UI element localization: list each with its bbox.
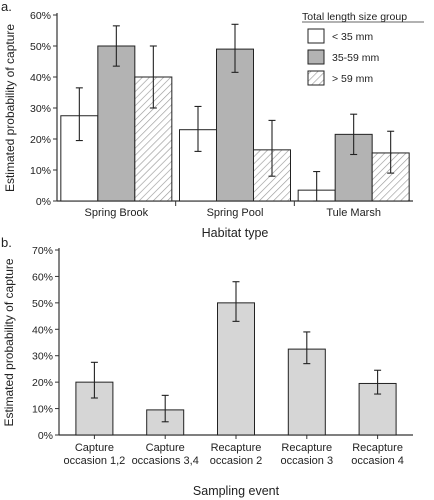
panel-a: a. 0% 10% 20% 30% 40% 50% 60% Spring Brook Spring… — [1, 0, 424, 240]
category-label: Recapture — [211, 442, 262, 454]
legend-label: > 59 mm — [332, 73, 373, 85]
category-label: occasion 4 — [351, 455, 404, 467]
y-tick-label: 60% — [32, 271, 53, 283]
y-tick-label: 50% — [30, 41, 51, 53]
category-label: occasion 2 — [210, 455, 263, 467]
category-label: Spring Brook — [85, 207, 149, 219]
y-tick-label: 20% — [32, 377, 53, 389]
y-tick-label: 40% — [30, 72, 51, 84]
x-axis-title: Sampling event — [193, 484, 280, 498]
y-tick-label: 10% — [32, 404, 53, 416]
category-label: Tule Marsh — [326, 207, 381, 219]
y-tick-label: 10% — [30, 165, 51, 177]
panel-label: a. — [1, 0, 12, 14]
panel-b: b.0%10%20%30%40%50%60%70%Captureoccasion… — [1, 235, 413, 498]
category-label: Recapture — [281, 442, 332, 454]
y-tick-label: 40% — [32, 324, 53, 336]
y-tick-label: 0% — [38, 430, 53, 442]
legend-swatch — [307, 28, 325, 44]
y-axis-title: Estimated probability of capture — [2, 258, 16, 426]
category-label: Capture — [75, 442, 114, 454]
y-tick-label: 50% — [32, 298, 53, 310]
bar — [97, 45, 136, 202]
legend-label: 35-59 mm — [332, 52, 380, 64]
y-tick-label: 60% — [30, 10, 51, 22]
y-tick-label: 70% — [32, 245, 53, 257]
category-label: Spring Pool — [207, 207, 264, 219]
y-axis-title: Estimated probability of capture — [3, 24, 17, 192]
category-label: occasion 3 — [281, 455, 334, 467]
y-tick-label: 0% — [36, 196, 51, 208]
legend-label: < 35 mm — [332, 31, 373, 43]
y-tick-label: 30% — [32, 351, 53, 363]
category-label: occasion 1,2 — [64, 455, 126, 467]
panel-label: b. — [1, 235, 12, 250]
legend-swatch — [307, 49, 325, 65]
category-label: Recapture — [352, 442, 403, 454]
category-label: occasions 3,4 — [132, 455, 199, 467]
legend-title: Total length size group — [302, 11, 407, 23]
legend-swatch — [307, 70, 325, 86]
category-label: Capture — [146, 442, 185, 454]
x-axis-title: Habitat type — [202, 226, 269, 240]
y-tick-label: 30% — [30, 103, 51, 115]
bar — [217, 302, 255, 436]
y-tick-label: 20% — [30, 134, 51, 146]
